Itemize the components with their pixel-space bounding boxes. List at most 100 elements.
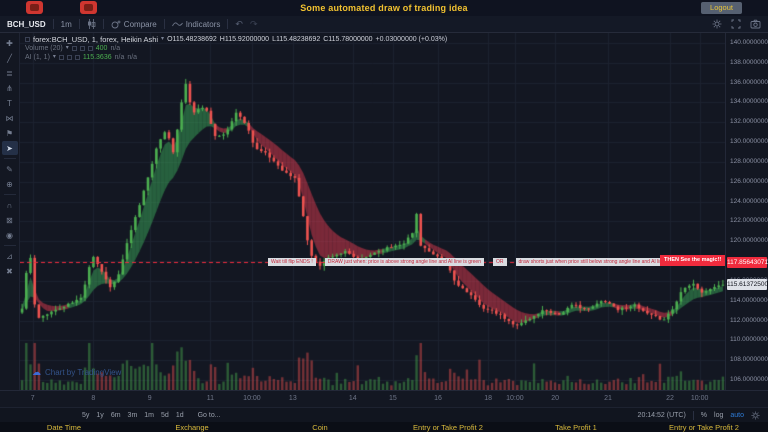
alert-price-tag[interactable]: 117.85643071 [727, 256, 768, 268]
candle-style-icon[interactable] [87, 19, 96, 29]
bottom-right-group: 20:14:52 (UTC) % log auto [637, 410, 760, 420]
price-axis[interactable]: 117.85643071 115.61372500 140.00000000 13… [725, 33, 768, 390]
crosshair-tool[interactable]: ✚ [6, 38, 13, 48]
time-tick-label: 22 [666, 395, 674, 402]
annotation-segment-2[interactable]: DRAW just when: price is above strong an… [324, 258, 484, 266]
red-app-icon-2[interactable] [80, 1, 97, 14]
range-button-5y[interactable]: 5y [82, 411, 90, 419]
legend-ai-row[interactable]: AI (1, 1) ▾ 115.3636 n/a n/a [25, 53, 447, 62]
indicator-action-icon[interactable] [71, 46, 77, 51]
chevron-down-icon[interactable]: ▾ [161, 36, 165, 42]
red-app-icon-glyph [30, 4, 39, 11]
footer-label-3: Coin [312, 423, 328, 432]
percent-scale-button[interactable]: % [700, 411, 708, 419]
indicators-button[interactable]: Indicators [171, 20, 220, 29]
chart-legend: forex:BCH_USD, 1, forex, Heikin Ashi ▾ O… [25, 35, 447, 62]
time-tick-label: 10:00 [506, 395, 524, 402]
range-button-5d[interactable]: 5d [161, 411, 169, 419]
chevron-down-icon[interactable]: ▾ [65, 45, 69, 51]
indicator-action-icon[interactable] [87, 46, 93, 51]
toolbar-right-group [712, 19, 761, 29]
compare-button[interactable]: Compare [111, 19, 157, 29]
footer-labels: Date Time Exchange Coin Entry or Take Profi… [0, 422, 768, 432]
trash-tool[interactable]: ✖ [6, 266, 13, 276]
logout-button[interactable]: Logout [701, 2, 742, 14]
price-chart-canvas[interactable] [20, 33, 725, 390]
redo-icon[interactable]: ↷ [249, 18, 258, 29]
legend-symbol-title: forex:BCH_USD, 1, forex, Heikin Ashi [33, 35, 159, 44]
range-button-6m[interactable]: 6m [110, 411, 121, 419]
footer-label-4: Entry or Take Profit 2 [413, 423, 483, 432]
zoom-in-tool[interactable]: ⊕ [6, 179, 13, 189]
red-app-icon-1[interactable] [26, 1, 43, 14]
compare-label: Compare [123, 19, 157, 29]
chart-toolbar: BCH_USD 1m Compare Indicators ↶ ↷ [0, 16, 768, 33]
arrow-marker-tool[interactable]: ➤ [1, 141, 18, 155]
clock-label: 20:14:52 (UTC) [637, 411, 686, 419]
range-button-1d[interactable]: 1d [175, 411, 184, 419]
footer-label-1: Date Time [46, 423, 82, 432]
trend-line-tool[interactable]: ╱ [7, 53, 12, 63]
price-tick-label: 136.00000000 [730, 78, 768, 86]
price-tick-label: 106.00000000 [730, 376, 768, 383]
drawing-toolbar[interactable]: ✚ ╱ ≣ ⋔ T ⋈ ⚑ ➤ ✎ ⊕ ∩ ⊠ ◉ ⊿ ✖ [0, 33, 20, 390]
annotation-segment-3[interactable]: draw shorts just when price still below … [515, 258, 682, 266]
brush-tool[interactable]: ✎ [6, 164, 13, 174]
drawing-lock-tool[interactable]: ⊠ [6, 215, 13, 225]
legend-high-value: H115.92000000 [219, 36, 270, 43]
time-tick-label: 20 [551, 395, 559, 402]
legend-change-value: +0.03000000 (+0.03%) [375, 36, 448, 43]
interval-button[interactable]: 1m [60, 19, 72, 29]
ruler-tool[interactable]: ⊿ [6, 251, 13, 261]
settings-gear-icon[interactable] [751, 410, 760, 420]
range-button-3m[interactable]: 3m [127, 411, 138, 419]
legend-checkbox-icon[interactable] [25, 37, 30, 42]
tradingview-cloud-logo-icon: ☁ [32, 367, 41, 377]
annotation-badge[interactable]: THEN See the magic!! [660, 255, 726, 266]
indicators-icon [171, 20, 183, 28]
legend-volume-row[interactable]: Volume (20) ▾ 400 n/a [25, 44, 447, 53]
xabcd-pattern-tool[interactable]: ⋈ [5, 113, 14, 123]
price-tick-label: 110.00000000 [730, 336, 768, 344]
tool-group-separator [3, 245, 16, 246]
fib-retracement-tool[interactable]: ≣ [6, 68, 13, 78]
time-axis[interactable]: 7 8 9 11 10:00 13 14 15 16 18 10:00 20 21 22 10:00 [0, 390, 768, 407]
price-tick-label: 132.00000000 [730, 118, 768, 126]
time-tick-label: 21 [604, 395, 612, 402]
page-title: Some automated draw of trading idea [300, 3, 468, 13]
volume-na-value: n/a [110, 45, 121, 52]
auto-scale-button[interactable]: auto [730, 411, 744, 419]
chevron-down-icon[interactable]: ▾ [52, 54, 56, 60]
text-tool[interactable]: T [7, 98, 12, 108]
toolbar-separator [78, 19, 80, 29]
annotation-segment-1[interactable]: Wait till flip ENDS ! [268, 258, 316, 266]
annotation-segment-or[interactable]: OR [493, 258, 507, 266]
indicator-action-icon[interactable] [66, 55, 72, 60]
legend-open-value: O115.48238692 [167, 36, 217, 43]
price-tick-label: 120.00000000 [730, 237, 768, 245]
watermark-text: Chart by TradingView [45, 368, 122, 377]
footer-label-5: Take Profit 1 [555, 423, 597, 432]
chart-properties-gear-icon[interactable] [712, 19, 722, 29]
indicator-action-icon[interactable] [74, 55, 80, 60]
magnet-tool[interactable]: ∩ [6, 200, 13, 210]
screenshot-camera-icon[interactable] [750, 19, 761, 29]
range-button-1y[interactable]: 1y [96, 411, 104, 419]
hide-drawings-tool[interactable]: ◉ [6, 230, 13, 240]
annotation-text-group[interactable]: Wait till flip ENDS ! DRAW just when: pr… [268, 257, 682, 267]
symbol-button[interactable]: BCH_USD [7, 19, 46, 29]
goto-button[interactable]: Go to... [197, 411, 221, 419]
ai-na-value-1: n/a [114, 54, 125, 61]
fullscreen-icon[interactable] [731, 19, 741, 29]
range-button-1m[interactable]: 1m [144, 411, 155, 419]
log-scale-button[interactable]: log [714, 411, 724, 419]
indicator-action-icon[interactable] [58, 55, 64, 60]
forecast-tool[interactable]: ⚑ [5, 128, 14, 138]
legend-main-row[interactable]: forex:BCH_USD, 1, forex, Heikin Ashi ▾ O… [25, 35, 447, 44]
indicator-action-icon[interactable] [79, 46, 85, 51]
undo-icon[interactable]: ↶ [235, 18, 243, 29]
ai-indicator-label: AI (1, 1) [25, 54, 50, 61]
pitchfork-tool[interactable]: ⋔ [6, 83, 13, 93]
last-price-tag[interactable]: 115.61372500 [727, 279, 768, 291]
